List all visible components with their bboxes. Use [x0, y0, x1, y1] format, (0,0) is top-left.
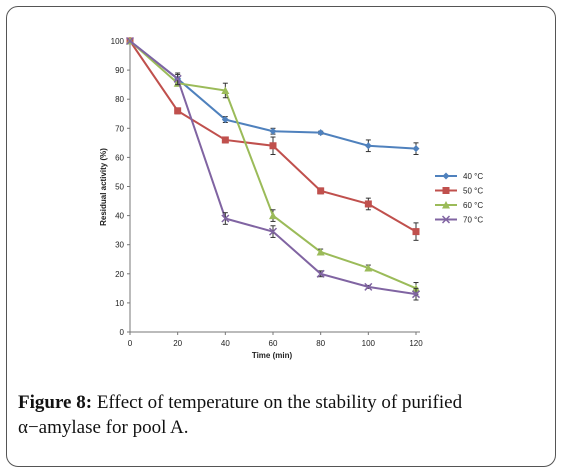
- chart-legend: 40 °C 50 °C 60 °C 70 °C: [435, 172, 483, 225]
- x-tick-label: 20: [173, 339, 182, 348]
- legend-item-3: 70 °C: [435, 215, 483, 225]
- data-point: [317, 187, 325, 195]
- data-point: [317, 129, 325, 137]
- data-point: [174, 107, 182, 115]
- legend-marker: [442, 187, 450, 194]
- legend-label: 50 °C: [463, 187, 483, 196]
- data-point: [316, 269, 325, 278]
- data-point: [221, 136, 229, 144]
- data-point: [173, 74, 182, 83]
- y-tick-label: 20: [115, 270, 124, 279]
- marker-stroke: [441, 215, 451, 224]
- y-tick-label: 0: [120, 328, 125, 337]
- data-point: [125, 36, 135, 46]
- x-tick-label: 60: [269, 339, 278, 348]
- x-tick-label: 100: [362, 339, 376, 348]
- legend-item-0: 40 °C: [435, 172, 483, 181]
- data-point: [269, 211, 277, 220]
- data-point: [221, 214, 230, 223]
- chart-axes: 0 10 20 30 40 50 60 70 80 90 100 0 20 40 60 80 100 120: [111, 37, 423, 348]
- legend-item-1: 50 °C: [435, 187, 483, 196]
- data-point: [364, 263, 373, 272]
- marker-stroke: [173, 74, 182, 83]
- data-point: [364, 282, 373, 291]
- x-tick-label: 40: [221, 339, 230, 348]
- series-2: [126, 37, 420, 295]
- legend-label: 40 °C: [463, 172, 483, 181]
- x-tick-label: 0: [128, 339, 133, 348]
- marker-stroke: [268, 227, 278, 236]
- marker-stroke: [125, 36, 135, 46]
- data-point: [268, 227, 278, 236]
- data-point: [412, 228, 420, 236]
- data-point: [221, 116, 229, 124]
- data-point: [364, 142, 372, 150]
- y-tick-label: 100: [111, 37, 125, 46]
- y-tick-label: 50: [115, 183, 124, 192]
- y-tick-label: 40: [115, 212, 124, 221]
- legend-marker: [441, 215, 451, 224]
- data-point: [411, 290, 421, 299]
- data-point: [269, 127, 277, 135]
- series-1: [126, 37, 420, 241]
- data-point: [412, 145, 420, 153]
- series-3: [125, 36, 421, 301]
- marker-stroke: [364, 282, 373, 291]
- y-tick-label: 60: [115, 153, 124, 162]
- x-axis-title: Time (min): [252, 351, 293, 360]
- legend-marker: [442, 172, 450, 180]
- marker-stroke: [316, 269, 325, 278]
- marker-stroke: [411, 290, 421, 299]
- x-tick-label: 80: [316, 339, 325, 348]
- y-tick-label: 90: [115, 66, 124, 75]
- series-line: [129, 40, 417, 290]
- chart-series: [125, 36, 421, 301]
- legend-label: 60 °C: [463, 201, 483, 210]
- y-tick-label: 10: [115, 299, 124, 308]
- caption-label: Figure 8:: [18, 392, 93, 413]
- marker-stroke: [221, 214, 230, 223]
- caption-text: Effect of temperature on the stability o…: [18, 392, 463, 438]
- y-tick-label: 70: [115, 124, 124, 133]
- series-line: [129, 40, 417, 233]
- data-point: [316, 247, 325, 256]
- legend-item-2: 60 °C: [435, 201, 483, 210]
- y-axis-title: Residual activity (%): [99, 148, 108, 226]
- y-tick-label: 80: [115, 95, 124, 104]
- legend-marker: [442, 201, 450, 209]
- figure-caption: Figure 8: Effect of temperature on the s…: [18, 390, 548, 440]
- x-tick-label: 120: [409, 339, 423, 348]
- data-point: [364, 200, 372, 208]
- y-tick-label: 30: [115, 241, 124, 250]
- figure-frame: [6, 6, 556, 467]
- data-point: [221, 86, 230, 94]
- legend-label: 70 °C: [463, 216, 483, 225]
- data-point: [269, 142, 277, 150]
